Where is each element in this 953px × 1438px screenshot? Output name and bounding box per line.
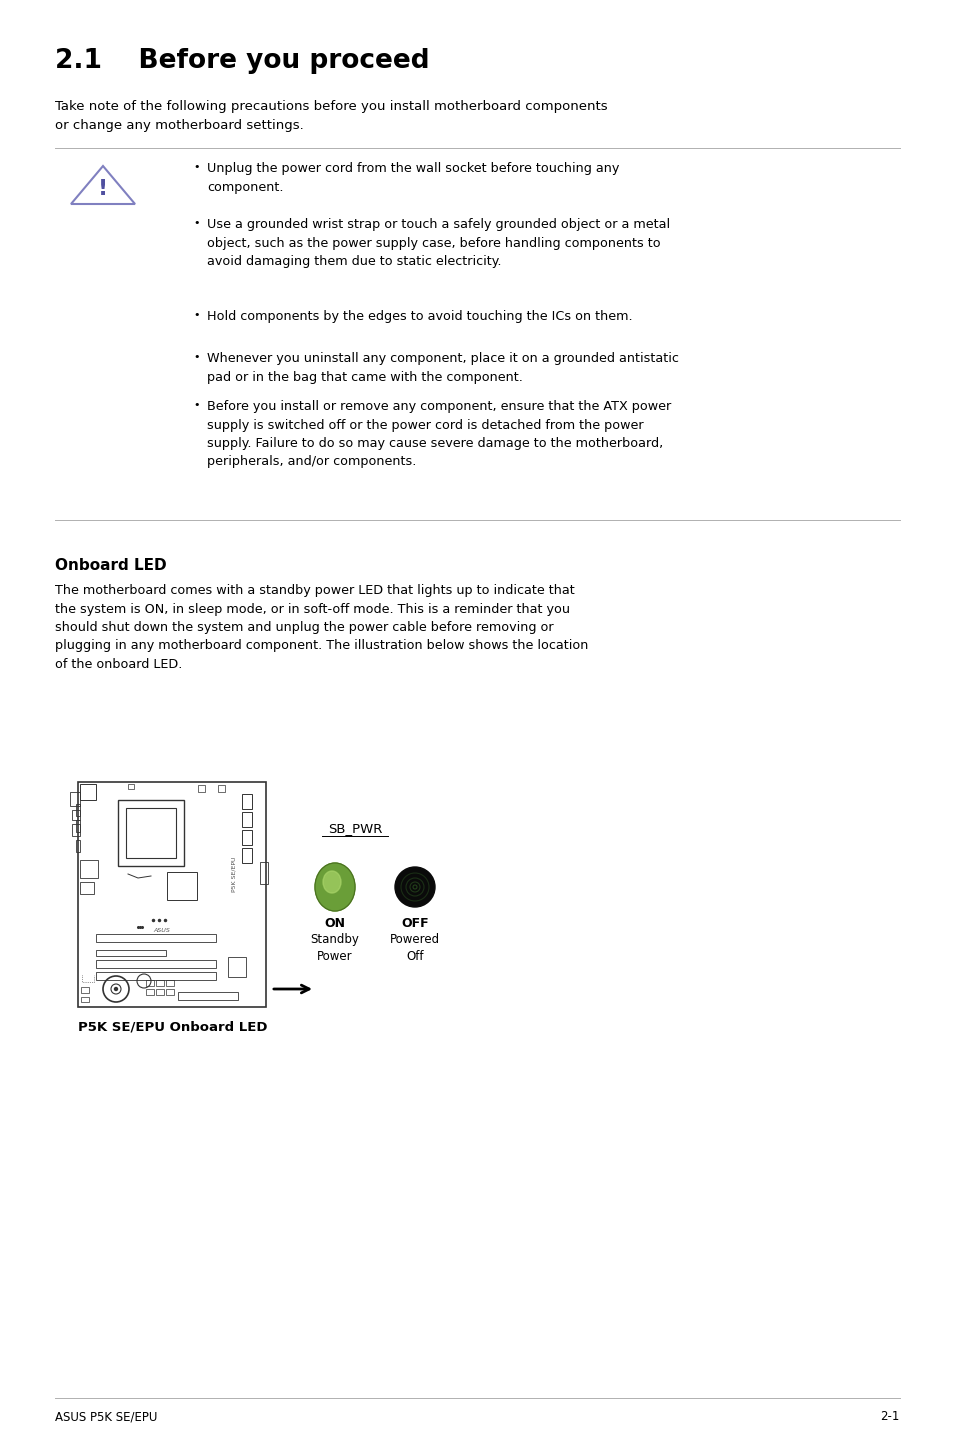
Bar bbox=[228, 958, 246, 976]
Bar bbox=[81, 986, 89, 994]
Text: SB_PWR: SB_PWR bbox=[328, 823, 382, 835]
Bar bbox=[81, 997, 89, 1002]
Bar bbox=[128, 784, 133, 789]
Bar bbox=[146, 981, 153, 986]
Text: Hold components by the edges to avoid touching the ICs on them.: Hold components by the edges to avoid to… bbox=[207, 311, 632, 324]
Bar bbox=[218, 785, 225, 792]
Text: •: • bbox=[193, 311, 199, 321]
Bar bbox=[80, 784, 96, 800]
Ellipse shape bbox=[314, 863, 355, 912]
Text: The motherboard comes with a standby power LED that lights up to indicate that
t: The motherboard comes with a standby pow… bbox=[55, 584, 588, 672]
Circle shape bbox=[395, 867, 435, 907]
Bar bbox=[76, 840, 80, 851]
Bar bbox=[71, 824, 80, 835]
Text: OFF: OFF bbox=[401, 917, 428, 930]
Circle shape bbox=[114, 988, 117, 991]
Bar bbox=[166, 989, 173, 995]
Text: P5K SE/EPU Onboard LED: P5K SE/EPU Onboard LED bbox=[78, 1021, 267, 1034]
Text: Unplug the power cord from the wall socket before touching any
component.: Unplug the power cord from the wall sock… bbox=[207, 162, 618, 194]
Bar bbox=[80, 860, 98, 879]
Bar bbox=[167, 871, 196, 900]
Bar bbox=[242, 830, 252, 846]
Bar bbox=[96, 961, 215, 968]
Text: !: ! bbox=[98, 178, 108, 198]
Bar bbox=[80, 881, 94, 894]
Bar bbox=[96, 935, 215, 942]
Text: Take note of the following precautions before you install motherboard components: Take note of the following precautions b… bbox=[55, 101, 607, 131]
Bar bbox=[146, 989, 153, 995]
Bar bbox=[242, 812, 252, 827]
Bar bbox=[78, 782, 266, 1007]
Bar bbox=[156, 989, 164, 995]
Text: ASUS P5K SE/EPU: ASUS P5K SE/EPU bbox=[55, 1411, 157, 1424]
Ellipse shape bbox=[323, 871, 340, 893]
Text: 2.1    Before you proceed: 2.1 Before you proceed bbox=[55, 47, 429, 73]
Bar bbox=[156, 981, 164, 986]
Text: Whenever you uninstall any component, place it on a grounded antistatic
pad or i: Whenever you uninstall any component, pl… bbox=[207, 352, 679, 384]
Text: Powered
Off: Powered Off bbox=[390, 933, 439, 963]
Text: Before you install or remove any component, ensure that the ATX power
supply is : Before you install or remove any compone… bbox=[207, 400, 671, 469]
Bar bbox=[71, 810, 80, 820]
Bar bbox=[70, 792, 80, 807]
Bar bbox=[96, 951, 166, 956]
Text: 2-1: 2-1 bbox=[880, 1411, 899, 1424]
Bar bbox=[242, 794, 252, 810]
Text: •: • bbox=[193, 400, 199, 410]
Text: Use a grounded wrist strap or touch a safely grounded object or a metal
object, : Use a grounded wrist strap or touch a sa… bbox=[207, 219, 669, 267]
Text: P5K SE/EPU: P5K SE/EPU bbox=[232, 856, 236, 892]
Text: Standby
Power: Standby Power bbox=[311, 933, 359, 963]
Text: •: • bbox=[193, 162, 199, 173]
Bar bbox=[178, 992, 237, 999]
Text: •: • bbox=[193, 352, 199, 362]
Bar bbox=[242, 848, 252, 863]
Bar bbox=[118, 800, 184, 866]
Bar bbox=[96, 972, 215, 981]
Bar bbox=[76, 820, 80, 833]
Text: ON: ON bbox=[324, 917, 345, 930]
Bar bbox=[166, 981, 173, 986]
Text: ASUS: ASUS bbox=[153, 928, 171, 932]
Bar bbox=[76, 804, 80, 815]
Bar bbox=[126, 808, 175, 858]
Bar bbox=[198, 785, 205, 792]
Bar bbox=[260, 861, 268, 884]
Text: Onboard LED: Onboard LED bbox=[55, 558, 167, 572]
Text: •: • bbox=[193, 219, 199, 229]
